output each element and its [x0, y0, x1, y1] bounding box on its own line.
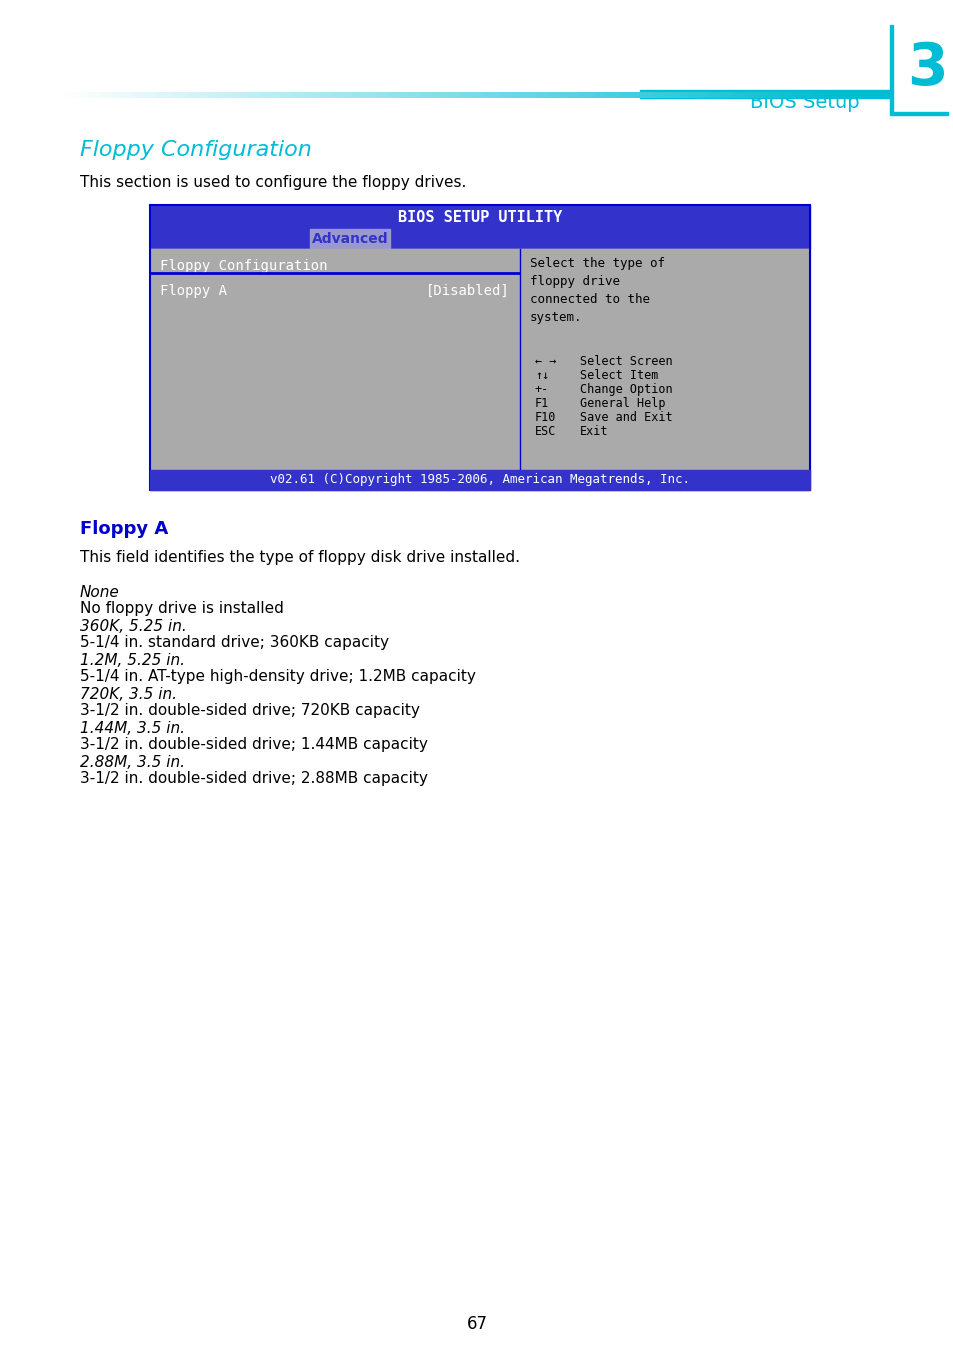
Bar — [639, 89, 889, 97]
Text: Floppy Configuration: Floppy Configuration — [80, 139, 312, 160]
Text: Floppy A: Floppy A — [160, 284, 227, 298]
Text: Floppy A: Floppy A — [80, 520, 168, 538]
Text: 3: 3 — [906, 39, 947, 96]
Text: Save and Exit: Save and Exit — [579, 412, 672, 424]
Text: 67: 67 — [466, 1315, 487, 1332]
Text: Advanced: Advanced — [312, 232, 388, 246]
Bar — [151, 249, 518, 470]
Text: v02.61 (C)Copyright 1985-2006, American Megatrends, Inc.: v02.61 (C)Copyright 1985-2006, American … — [270, 474, 689, 486]
Bar — [892, 112, 947, 115]
Text: 720K, 3.5 in.: 720K, 3.5 in. — [80, 686, 177, 701]
Text: This field identifies the type of floppy disk drive installed.: This field identifies the type of floppy… — [80, 550, 519, 565]
Text: This section is used to configure the floppy drives.: This section is used to configure the fl… — [80, 175, 466, 190]
Bar — [150, 229, 809, 249]
Text: ↑↓: ↑↓ — [535, 370, 549, 382]
Text: 360K, 5.25 in.: 360K, 5.25 in. — [80, 619, 187, 634]
Bar — [889, 24, 892, 115]
Bar — [519, 249, 808, 470]
Text: +-: +- — [535, 383, 549, 395]
Text: Floppy Configuration: Floppy Configuration — [160, 259, 327, 274]
Text: General Help: General Help — [579, 397, 664, 410]
Text: Exit: Exit — [579, 425, 608, 437]
Text: None: None — [80, 585, 120, 600]
Text: 3-1/2 in. double-sided drive; 1.44MB capacity: 3-1/2 in. double-sided drive; 1.44MB cap… — [80, 737, 427, 751]
Bar — [150, 204, 809, 490]
Text: Select Item: Select Item — [579, 370, 658, 382]
Text: ← →: ← → — [535, 355, 556, 368]
Text: 3-1/2 in. double-sided drive; 720KB capacity: 3-1/2 in. double-sided drive; 720KB capa… — [80, 703, 419, 718]
Text: No floppy drive is installed: No floppy drive is installed — [80, 601, 284, 616]
Text: Change Option: Change Option — [579, 383, 672, 395]
Text: F10: F10 — [535, 412, 556, 424]
Text: ESC: ESC — [535, 425, 556, 437]
Text: F1: F1 — [535, 397, 549, 410]
Text: 2.88M, 3.5 in.: 2.88M, 3.5 in. — [80, 756, 185, 770]
Text: 1.44M, 3.5 in.: 1.44M, 3.5 in. — [80, 720, 185, 737]
Text: Select the type of
floppy drive
connected to the
system.: Select the type of floppy drive connecte… — [529, 257, 664, 324]
Bar — [150, 470, 809, 490]
Text: 5-1/4 in. AT-type high-density drive; 1.2MB capacity: 5-1/4 in. AT-type high-density drive; 1.… — [80, 669, 476, 684]
Text: [Disabled]: [Disabled] — [426, 284, 510, 298]
Text: BIOS SETUP UTILITY: BIOS SETUP UTILITY — [397, 210, 561, 225]
Text: 3-1/2 in. double-sided drive; 2.88MB capacity: 3-1/2 in. double-sided drive; 2.88MB cap… — [80, 770, 427, 787]
Text: Select Screen: Select Screen — [579, 355, 672, 368]
Text: 5-1/4 in. standard drive; 360KB capacity: 5-1/4 in. standard drive; 360KB capacity — [80, 635, 389, 650]
Bar — [150, 204, 809, 229]
Bar — [150, 249, 809, 490]
Bar — [310, 229, 390, 249]
Text: 1.2M, 5.25 in.: 1.2M, 5.25 in. — [80, 653, 185, 668]
Text: BIOS Setup: BIOS Setup — [749, 93, 859, 112]
